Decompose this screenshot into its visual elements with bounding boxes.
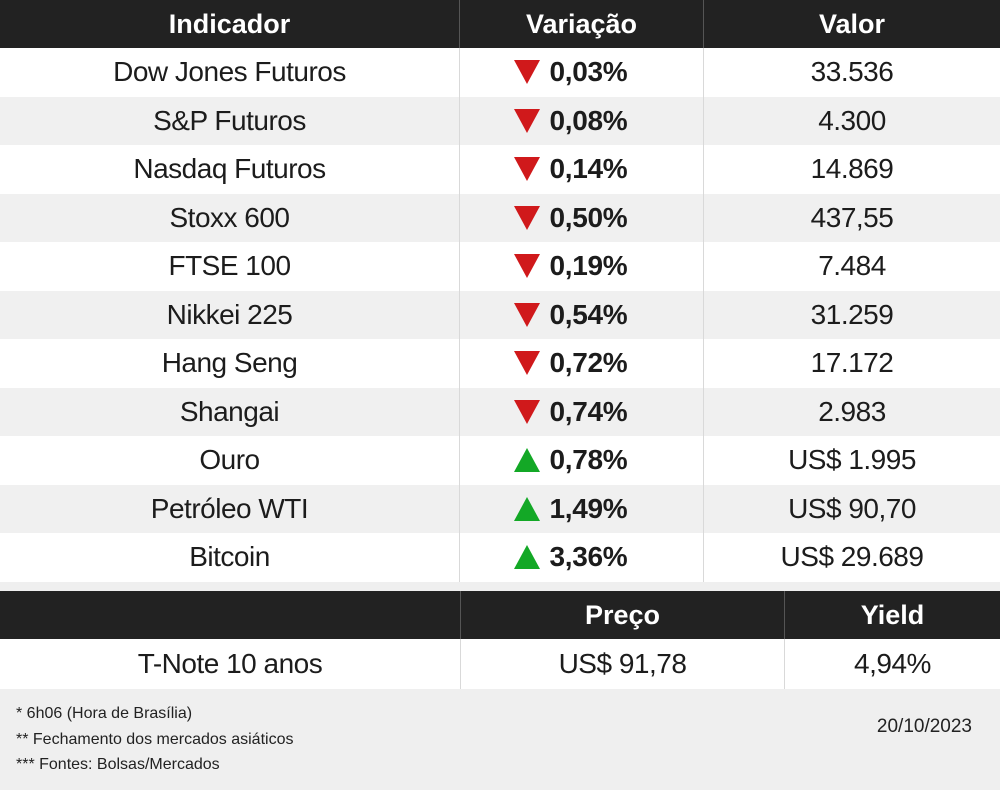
footnote-asian-markets: ** Fechamento dos mercados asiáticos [16, 731, 294, 748]
variation-percent: 0,54% [549, 298, 628, 330]
table-row: Stoxx 600 0,50% 437,55 [0, 193, 1000, 242]
header-yield: Yield [784, 591, 1000, 639]
variation-cell: 0,74% [459, 387, 703, 436]
indicator-value: US$ 1.995 [703, 436, 1000, 485]
indicator-value: US$ 90,70 [703, 484, 1000, 533]
market-indicators-table: Indicador Variação Valor Dow Jones Futur… [0, 0, 1000, 582]
header-valor: Valor [703, 0, 1000, 48]
indicator-name: Shangai [179, 395, 280, 427]
arrow-down-icon [513, 205, 540, 230]
table-header: Indicador Variação Valor [0, 0, 1000, 48]
indicator-name: Bitcoin [189, 541, 270, 573]
table-row: Dow Jones Futuros 0,03% 33.536 [0, 48, 1000, 97]
treasury-table: Preço Yield T-Note 10 anos US$ 91,78 4,9… [0, 591, 1000, 689]
indicator-name: Dow Jones Futuros [113, 56, 346, 88]
indicator-name: Ouro [199, 444, 260, 476]
table-row: Petróleo WTI 1,49% US$ 90,70 [0, 484, 1000, 533]
indicator-name: S&P Futuros [153, 104, 306, 136]
indicator-value: 2.983 [703, 387, 1000, 436]
indicator-value: 17.172 [703, 339, 1000, 388]
header-variacao: Variação [459, 0, 703, 48]
arrow-down-icon [513, 157, 540, 182]
arrow-down-icon [513, 399, 540, 424]
variation-percent: 0,74% [549, 395, 628, 427]
table-row: S&P Futuros 0,08% 4.300 [0, 96, 1000, 145]
indicator-name: Stoxx 600 [169, 201, 290, 233]
indicator-name: FTSE 100 [168, 250, 291, 282]
header-indicador: Indicador [168, 8, 291, 39]
variation-cell: 0,14% [459, 145, 703, 194]
indicator-value: 33.536 [703, 48, 1000, 97]
arrow-up-icon [513, 496, 540, 521]
tnote-price: US$ 91,78 [460, 639, 784, 689]
indicator-value: 4.300 [703, 96, 1000, 145]
arrow-down-icon [513, 254, 540, 279]
table-row: Bitcoin 3,36% US$ 29.689 [0, 533, 1000, 582]
treasury-header: Preço Yield [0, 591, 1000, 639]
tnote-name: T-Note 10 anos [137, 648, 323, 679]
indicator-value: 14.869 [703, 145, 1000, 194]
table-row: Shangai 0,74% 2.983 [0, 387, 1000, 436]
variation-percent: 0,50% [549, 201, 628, 233]
table-row: Ouro 0,78% US$ 1.995 [0, 436, 1000, 485]
indicator-name: Nikkei 225 [166, 298, 293, 330]
indicator-value: US$ 29.689 [703, 533, 1000, 582]
tnote-yield: 4,94% [784, 639, 1000, 689]
header-preco: Preço [460, 591, 784, 639]
footnote-time: * 6h06 (Hora de Brasília) [16, 705, 193, 722]
variation-cell: 0,19% [459, 242, 703, 291]
variation-cell: 0,54% [459, 290, 703, 339]
variation-cell: 0,72% [459, 339, 703, 388]
arrow-down-icon [513, 60, 540, 85]
variation-percent: 0,14% [549, 153, 628, 185]
variation-percent: 0,78% [549, 444, 628, 476]
arrow-up-icon [513, 545, 540, 570]
variation-cell: 0,50% [459, 193, 703, 242]
indicator-name: Petróleo WTI [150, 492, 309, 524]
indicator-name: Hang Seng [161, 347, 298, 379]
header-blank [0, 591, 460, 639]
variation-percent: 0,72% [549, 347, 628, 379]
variation-percent: 0,19% [549, 250, 628, 282]
variation-cell: 0,08% [459, 96, 703, 145]
arrow-down-icon [513, 351, 540, 376]
indicator-value: 437,55 [703, 193, 1000, 242]
indicator-value: 7.484 [703, 242, 1000, 291]
indicator-name: Nasdaq Futuros [133, 153, 326, 185]
variation-percent: 1,49% [549, 492, 628, 524]
date-label: 20/10/2023 [876, 716, 972, 737]
table-row: Nikkei 225 0,54% 31.259 [0, 290, 1000, 339]
arrow-up-icon [513, 448, 540, 473]
variation-cell: 0,78% [459, 436, 703, 485]
variation-cell: 3,36% [459, 533, 703, 582]
arrow-down-icon [513, 108, 540, 133]
footnote-sources: *** Fontes: Bolsas/Mercados [16, 756, 220, 773]
variation-percent: 3,36% [549, 541, 628, 573]
indicator-value: 31.259 [703, 290, 1000, 339]
variation-percent: 0,03% [549, 56, 628, 88]
table-row: FTSE 100 0,19% 7.484 [0, 242, 1000, 291]
table-row: Nasdaq Futuros 0,14% 14.869 [0, 145, 1000, 194]
table-row: Hang Seng 0,72% 17.172 [0, 339, 1000, 388]
variation-cell: 1,49% [459, 484, 703, 533]
variation-percent: 0,08% [549, 104, 628, 136]
footer: * 6h06 (Hora de Brasília) ** Fechamento … [0, 689, 1000, 790]
table-row: T-Note 10 anos US$ 91,78 4,94% [0, 639, 1000, 689]
variation-cell: 0,03% [459, 48, 703, 97]
arrow-down-icon [513, 302, 540, 327]
